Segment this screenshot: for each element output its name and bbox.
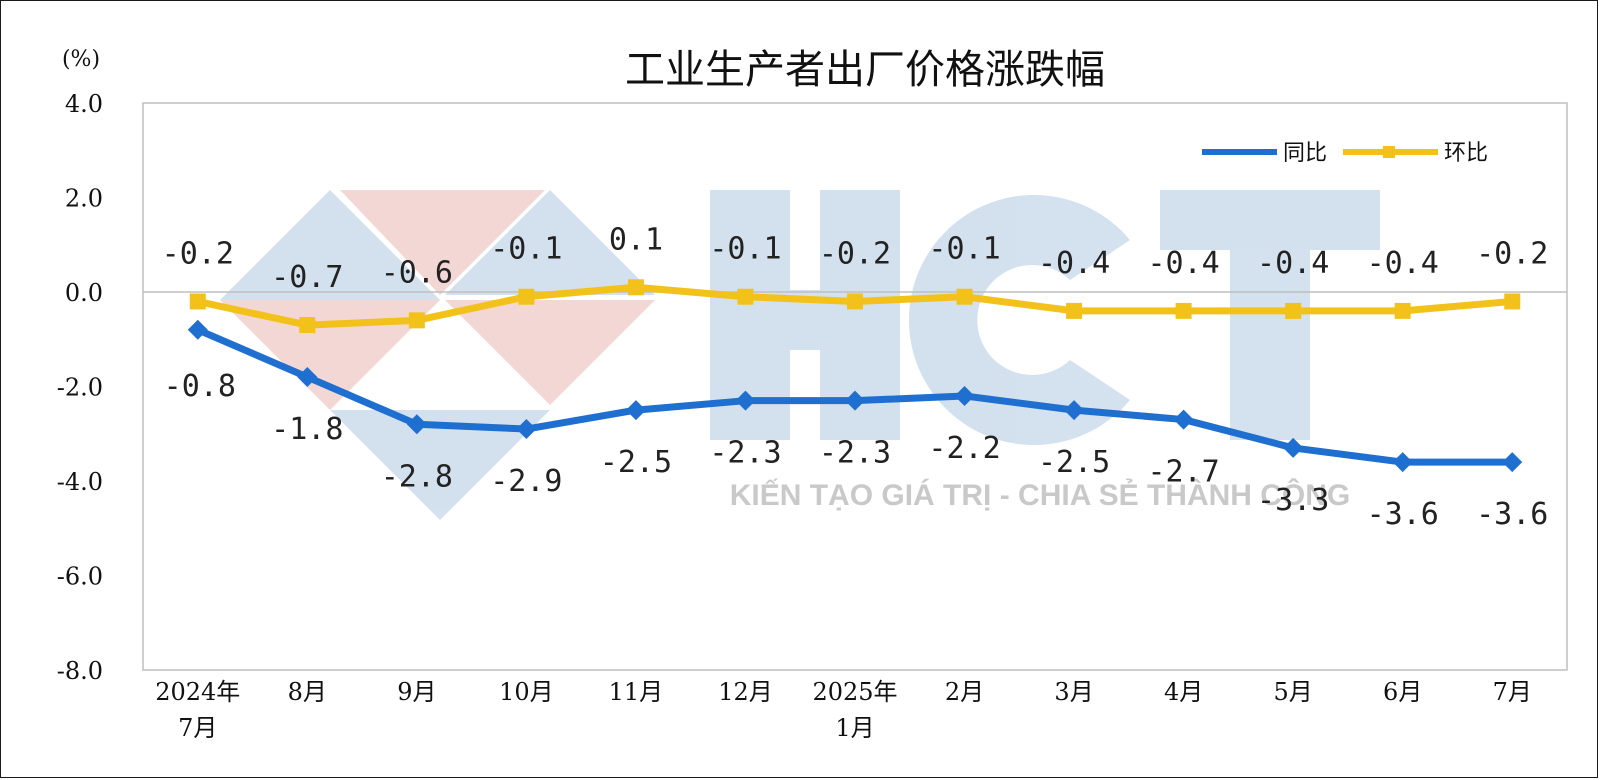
series-point-diamond	[1283, 437, 1304, 458]
legend-label-mom: 环比	[1444, 141, 1488, 166]
series-point-diamond	[516, 419, 537, 440]
series-point-square	[408, 312, 425, 329]
x-tick-label: 11月	[609, 678, 664, 706]
series-point-square	[627, 279, 644, 296]
x-tick-label: 2024年	[155, 678, 240, 706]
series-point-diamond	[735, 390, 756, 411]
x-tick-label: 9月	[397, 678, 436, 706]
x-tick-label: 8月	[288, 678, 327, 706]
data-label: -0.2	[162, 236, 234, 271]
series-point-square	[1285, 302, 1302, 319]
data-label: -0.1	[928, 232, 1000, 267]
watermark-tagline: KIẾN TẠO GIÁ TRỊ - CHIA SẺ THÀNH CÔNG	[730, 478, 1351, 512]
data-label: -2.2	[928, 431, 1000, 466]
data-label: -2.9	[490, 464, 562, 499]
series-point-square	[956, 288, 973, 305]
x-tick-label: 2月	[945, 678, 984, 706]
series-point-diamond	[625, 400, 646, 421]
y-tick-label: -2.0	[57, 374, 103, 402]
y-axis: 4.0 2.0 0.0 -2.0 -4.0 -6.0 -8.0	[57, 90, 103, 685]
x-tick-label: 4月	[1164, 678, 1203, 706]
data-label: -0.1	[490, 232, 562, 267]
data-labels: -0.8 -1.8 -2.8 -2.9 -2.5 -2.3 -2.3 -2.2 -2.5 -2.7…	[162, 222, 1549, 532]
y-tick-label: -6.0	[57, 563, 103, 591]
data-label: -0.8	[164, 369, 236, 404]
chart-title: 工业生产者出厂价格涨跌幅	[625, 47, 1105, 93]
data-label: -3.6	[1367, 497, 1439, 532]
watermark-triangle-red-3	[445, 300, 655, 405]
x-axis: 2024年 7月 8月 9月 10月 11月 12月 2025年 1月 2月 3月 4月 5月 6月 7月	[155, 678, 1532, 742]
data-label: -2.5	[600, 445, 672, 480]
data-label: -2.7	[1147, 455, 1219, 490]
x-tick-label: 10月	[499, 678, 554, 706]
watermark-triangle-blue-3	[330, 410, 550, 520]
y-tick-label: 2.0	[65, 185, 103, 213]
x-tick-label: 5月	[1274, 678, 1313, 706]
data-label: -0.2	[819, 236, 891, 271]
x-tick-label: 6月	[1383, 678, 1422, 706]
data-label: -0.1	[709, 232, 781, 267]
series-point-square	[737, 288, 754, 305]
x-tick-label: 3月	[1054, 678, 1093, 706]
y-axis-unit: (%)	[62, 47, 100, 72]
series-point-diamond	[187, 319, 208, 340]
data-label: -0.6	[381, 255, 453, 290]
series-point-square	[299, 317, 316, 334]
y-tick-label: 4.0	[65, 90, 103, 118]
series-point-square	[1175, 302, 1192, 319]
series-point-square	[189, 293, 206, 310]
plot-area	[142, 102, 1568, 671]
watermark-c	[908, 195, 1130, 445]
legend-label-yoy: 同比	[1283, 141, 1327, 166]
y-tick-label: -8.0	[57, 657, 103, 685]
data-label: -0.4	[1257, 246, 1329, 281]
data-label: -0.4	[1147, 246, 1219, 281]
data-label: -2.8	[381, 459, 453, 494]
series-point-diamond	[845, 390, 865, 411]
legend-marker-mom	[1383, 146, 1395, 158]
data-label: -0.2	[1476, 236, 1548, 271]
data-label: -0.4	[1367, 246, 1439, 281]
watermark-triangle-blue-1	[220, 190, 440, 300]
data-label: -3.3	[1257, 483, 1329, 518]
x-tick-label: 7月	[1493, 678, 1532, 706]
data-label: -2.5	[1038, 445, 1110, 480]
series-point-diamond	[954, 385, 975, 406]
data-label: -1.8	[271, 412, 343, 447]
series-point-diamond	[406, 414, 427, 435]
series-point-square	[1394, 302, 1411, 319]
data-label: -2.3	[819, 436, 891, 471]
series-point-diamond	[1064, 400, 1085, 421]
series-point-square	[1066, 302, 1083, 319]
y-tick-label: 0.0	[65, 279, 103, 307]
data-label: -2.3	[709, 436, 781, 471]
watermark-triangle-red-2	[220, 300, 440, 410]
series-point-diamond	[297, 367, 318, 388]
watermark-triangle-blue-2	[445, 190, 655, 295]
x-tick-label: 1月	[835, 714, 874, 742]
series-layer	[187, 279, 1523, 473]
data-label: -3.6	[1476, 497, 1548, 532]
x-tick-label: 2025年	[812, 678, 897, 706]
series-point-square	[518, 288, 535, 305]
series-point-diamond	[1392, 452, 1413, 473]
legend: 同比 环比	[1202, 141, 1488, 166]
x-tick-label: 12月	[718, 678, 773, 706]
x-tick-label: 7月	[178, 714, 217, 742]
series-point-diamond	[1173, 409, 1194, 430]
watermark-triangle-red-1	[340, 190, 545, 295]
watermark-t-top	[1160, 190, 1380, 250]
data-label: -0.7	[271, 260, 343, 295]
series-point-diamond	[1502, 452, 1523, 473]
series-point-square	[847, 293, 863, 310]
watermark-t-stem	[1230, 250, 1310, 440]
data-label: 0.1	[609, 222, 663, 257]
y-tick-label: -4.0	[57, 468, 103, 496]
data-label: -0.4	[1038, 246, 1110, 281]
series-point-square	[1504, 293, 1521, 310]
